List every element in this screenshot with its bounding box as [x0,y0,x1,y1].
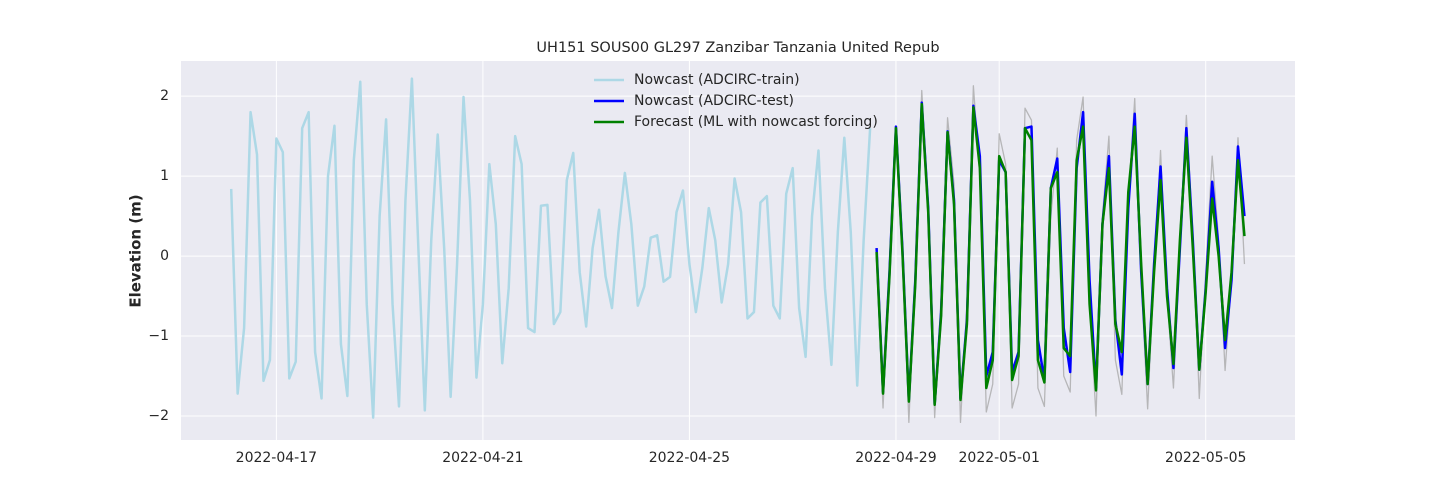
y-tick-label: 0 [160,248,169,264]
y-tick-label: 2 [160,88,169,104]
x-tick-label: 2022-04-21 [442,450,523,466]
legend-label: Nowcast (ADCIRC-train) [634,72,800,88]
chart-title: UH151 SOUS00 GL297 Zanzibar Tanzania Uni… [536,40,939,56]
legend-label: Nowcast (ADCIRC-test) [634,93,794,109]
y-tick-label: −2 [148,408,169,424]
x-tick-label: 2022-04-29 [855,450,936,466]
y-axis-label: Elevation (m) [127,194,145,307]
plot-area [181,61,1295,440]
x-tick-label: 2022-05-01 [959,450,1040,466]
legend-label: Forecast (ML with nowcast forcing) [634,114,878,130]
y-tick-label: −1 [148,328,169,344]
legend: Nowcast (ADCIRC-train) Nowcast (ADCIRC-te… [594,72,878,130]
ticks: −2 −1 0 1 2 2022-04-17 2022-04-21 2022-04-25 202… [148,88,1246,466]
x-tick-label: 2022-05-05 [1165,450,1246,466]
grid [181,61,1295,440]
y-tick-label: 1 [160,168,169,184]
x-tick-label: 2022-04-25 [649,450,730,466]
x-tick-label: 2022-04-17 [236,450,317,466]
series-line [875,102,1246,407]
lines [229,77,1246,424]
series-line [229,77,872,419]
